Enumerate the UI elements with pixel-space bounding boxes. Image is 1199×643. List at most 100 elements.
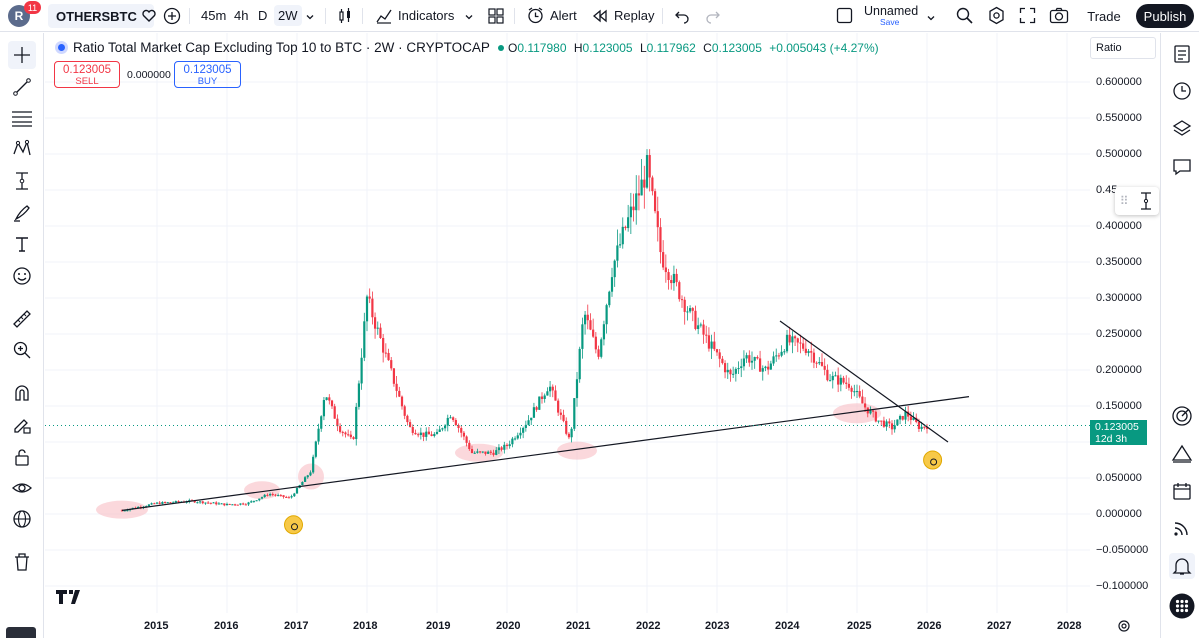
candle-body xyxy=(379,327,382,339)
fullscreen-icon[interactable] xyxy=(1019,7,1036,29)
floating-drawing-toolbar[interactable]: ⠿ xyxy=(1115,187,1159,215)
candle-body xyxy=(225,503,229,506)
interval-dropdown-chevron-down-icon[interactable] xyxy=(305,9,315,27)
layers-icon[interactable] xyxy=(1169,116,1195,142)
chart-canvas[interactable] xyxy=(45,33,1159,638)
indicators-button[interactable]: Indicators xyxy=(398,8,455,23)
notifications-bell-icon[interactable] xyxy=(1169,553,1195,579)
chart-pane[interactable] xyxy=(45,33,1159,638)
watchlist-icon[interactable] xyxy=(1169,41,1195,67)
brush-tool-icon[interactable] xyxy=(8,199,36,227)
globe-icon[interactable] xyxy=(8,505,36,533)
lock-icon[interactable] xyxy=(8,443,36,471)
buy-button[interactable]: 0.123005 BUY xyxy=(174,61,241,88)
candle-body xyxy=(201,501,204,504)
alerts-clock-icon[interactable] xyxy=(1169,78,1195,104)
fib-retracement-icon[interactable] xyxy=(8,104,36,132)
candle-body xyxy=(893,425,896,430)
candle-body xyxy=(920,426,923,429)
candle-body xyxy=(247,502,250,505)
layout-square-icon[interactable] xyxy=(836,7,853,29)
trash-delete-icon[interactable] xyxy=(8,548,36,576)
toolbar-collapse-tab[interactable] xyxy=(6,627,36,638)
x-tick: 2024 xyxy=(775,620,800,632)
candle-body xyxy=(476,451,479,453)
trade-button[interactable]: Trade xyxy=(1087,8,1121,24)
candle-body xyxy=(123,510,126,512)
calendar-icon[interactable] xyxy=(1169,478,1195,504)
redo-icon[interactable] xyxy=(705,8,721,29)
compare-add-icon[interactable] xyxy=(163,7,181,30)
candle-body xyxy=(785,334,789,352)
crosshair-icon[interactable] xyxy=(8,41,36,69)
chart-legend-title[interactable]: Ratio Total Market Cap Excluding Top 10 … xyxy=(55,40,504,55)
sell-button[interactable]: 0.123005 SELL xyxy=(54,61,120,88)
magnet-icon[interactable] xyxy=(8,379,36,407)
projection-tool-icon[interactable] xyxy=(8,167,36,195)
layouts-grid-icon[interactable] xyxy=(487,7,505,30)
interval-45m[interactable]: 45m xyxy=(201,8,227,23)
trendline-tool-icon[interactable] xyxy=(8,73,36,101)
y-tick: −0.100000 xyxy=(1096,580,1149,592)
ideas-icon[interactable] xyxy=(1169,441,1195,467)
target-icon[interactable] xyxy=(1169,403,1195,429)
candle-body xyxy=(158,502,161,504)
symbol-search-button[interactable]: OTHERSBTC xyxy=(48,4,154,28)
candle-body xyxy=(842,377,845,383)
candle-body xyxy=(691,308,694,311)
interval-4h[interactable]: 4h xyxy=(234,8,249,23)
watchlist-heart-icon[interactable] xyxy=(141,8,157,29)
alert-button[interactable]: Alert xyxy=(550,8,577,23)
pattern-tool-icon[interactable] xyxy=(8,135,36,163)
eye-visibility-icon[interactable] xyxy=(8,474,36,502)
candle-body xyxy=(153,503,156,505)
emoji-tool-icon[interactable] xyxy=(8,262,36,290)
candle-body xyxy=(328,397,331,401)
candle-body xyxy=(357,383,361,407)
candle-body xyxy=(656,211,659,228)
zoom-in-icon[interactable] xyxy=(8,336,36,364)
candle-body xyxy=(707,335,711,349)
highlight-zone xyxy=(557,441,597,460)
text-tool-icon[interactable] xyxy=(8,230,36,258)
interval-2w[interactable]: 2W xyxy=(274,5,302,26)
lock-pencil-icon[interactable] xyxy=(8,411,36,439)
tradingview-logo-icon[interactable] xyxy=(56,588,82,609)
replay-rewind-icon[interactable] xyxy=(592,8,608,29)
layout-name[interactable]: Unnamed xyxy=(864,4,919,18)
marker-glyph xyxy=(930,458,938,466)
apps-grid-icon[interactable] xyxy=(1169,593,1195,619)
alert-clock-icon[interactable] xyxy=(526,6,545,30)
camera-snapshot-icon[interactable] xyxy=(1049,6,1069,30)
time-settings-gear-icon[interactable] xyxy=(1117,619,1131,638)
candle-body xyxy=(126,510,129,512)
candle-body xyxy=(855,391,859,393)
indicators-icon[interactable] xyxy=(375,7,393,30)
undo-icon[interactable] xyxy=(674,8,690,29)
interval-d[interactable]: D xyxy=(258,8,268,23)
candle-body xyxy=(360,357,363,384)
stream-icon[interactable] xyxy=(1169,515,1195,541)
candle-body xyxy=(877,420,880,422)
publish-button[interactable]: Publish xyxy=(1136,4,1194,28)
candle-body xyxy=(433,433,436,437)
chat-icon[interactable] xyxy=(1169,154,1195,180)
replay-button[interactable]: Replay xyxy=(614,8,655,23)
quick-search-icon[interactable] xyxy=(955,6,974,30)
candle-body xyxy=(325,397,328,401)
layout-save-label[interactable]: Save xyxy=(880,17,900,27)
candle-body xyxy=(715,349,719,353)
candle-body xyxy=(557,400,560,413)
candle-body xyxy=(352,437,355,440)
highlight-zone xyxy=(833,403,881,424)
candle-body xyxy=(263,494,266,498)
projection-tool-icon[interactable] xyxy=(1138,191,1154,211)
ruler-measure-icon[interactable] xyxy=(8,305,36,333)
settings-gear-icon[interactable] xyxy=(987,6,1006,30)
drag-handle-icon[interactable]: ⠿ xyxy=(1119,194,1129,208)
layout-chevron-down-icon[interactable] xyxy=(926,10,936,28)
indicators-chevron-down-icon[interactable] xyxy=(464,9,474,27)
price-scale-mode[interactable]: Ratio xyxy=(1090,37,1156,59)
candle-style-icon[interactable] xyxy=(336,7,354,30)
candle-body xyxy=(290,496,293,498)
